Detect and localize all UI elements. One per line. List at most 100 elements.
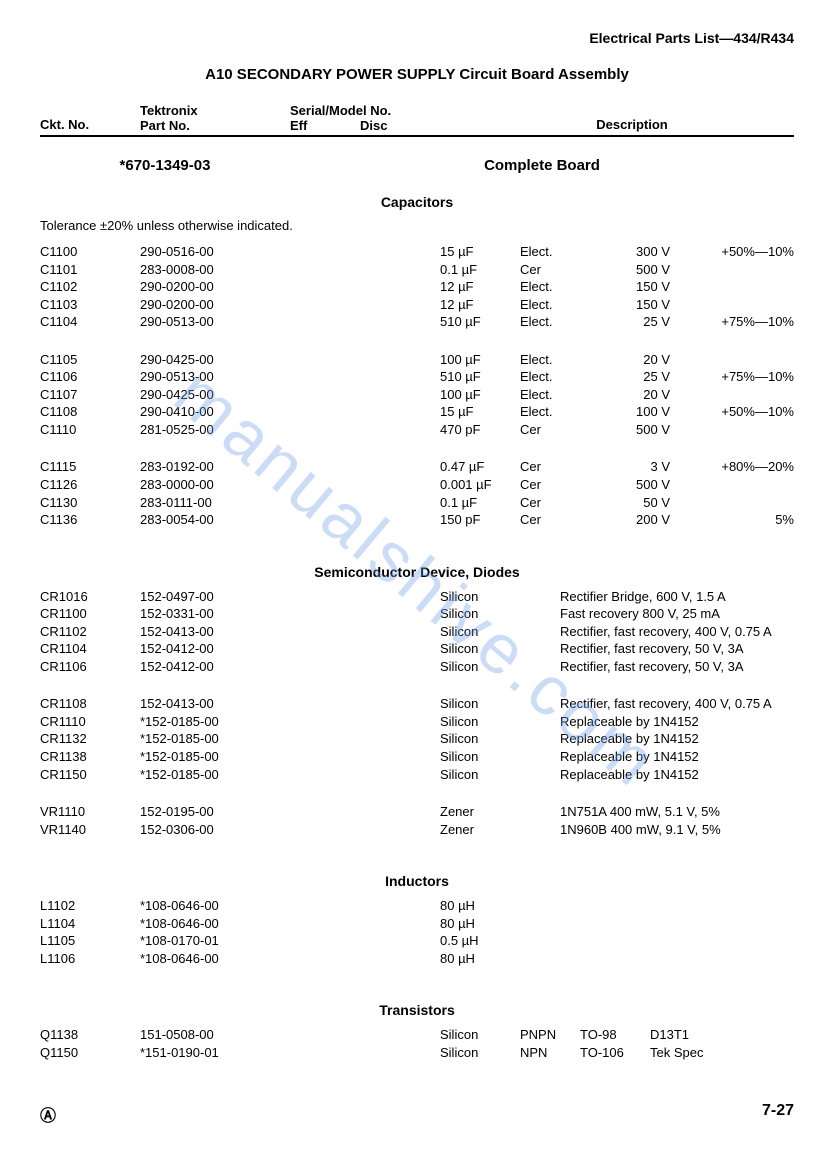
board-desc: Complete Board: [290, 157, 794, 174]
table-row: CR1104 152-0412-00 Silicon Rectifier, fa…: [40, 640, 794, 658]
ckt-no: L1102: [40, 897, 140, 915]
tra-spec: Tek Spec: [650, 1044, 703, 1062]
part-no: *108-0170-01: [140, 932, 440, 950]
sem-material: Silicon: [440, 605, 560, 623]
cap-voltage: 500 V: [590, 261, 685, 279]
cap-value: 15 µF: [440, 403, 520, 421]
part-no: 281-0525-00: [140, 421, 440, 439]
ckt-no: C1110: [40, 421, 140, 439]
table-row: CR1150 *152-0185-00 Silicon Replaceable …: [40, 766, 794, 784]
part-no: 152-0195-00: [140, 803, 440, 821]
cap-voltage: 20 V: [590, 386, 685, 404]
ckt-no: C1107: [40, 386, 140, 404]
ckt-no: CR1138: [40, 748, 140, 766]
sem-desc: Replaceable by 1N4152: [560, 748, 794, 766]
sem-desc: Rectifier Bridge, 600 V, 1.5 A: [560, 588, 794, 606]
part-no: 283-0008-00: [140, 261, 440, 279]
table-row: C1102 290-0200-00 12 µF Elect. 150 V: [40, 278, 794, 296]
cap-voltage: 200 V: [590, 511, 685, 529]
tolerance-note: Tolerance ±20% unless otherwise indicate…: [40, 218, 794, 233]
ckt-no: L1104: [40, 915, 140, 933]
cap-value: 510 µF: [440, 313, 520, 331]
ckt-no: CR1104: [40, 640, 140, 658]
ckt-no: C1104: [40, 313, 140, 331]
ckt-no: L1106: [40, 950, 140, 968]
table-row: CR1106 152-0412-00 Silicon Rectifier, fa…: [40, 658, 794, 676]
col-eff: Eff: [290, 118, 360, 133]
part-no: 152-0413-00: [140, 623, 440, 641]
cap-voltage: 100 V: [590, 403, 685, 421]
col-serial-top: Serial/Model No.: [290, 103, 470, 118]
ckt-no: CR1016: [40, 588, 140, 606]
cap-tolerance: [685, 421, 794, 439]
ind-value: 0.5 µH: [440, 932, 479, 950]
ckt-no: C1126: [40, 476, 140, 494]
cap-value: 15 µF: [440, 243, 520, 261]
col-part-bot: Part No.: [140, 118, 290, 133]
sem-desc: Rectifier, fast recovery, 400 V, 0.75 A: [560, 623, 794, 641]
part-no: *108-0646-00: [140, 897, 440, 915]
table-row: C1107 290-0425-00 100 µF Elect. 20 V: [40, 386, 794, 404]
ckt-no: Q1150: [40, 1044, 140, 1062]
ind-value: 80 µH: [440, 950, 475, 968]
part-no: 283-0192-00: [140, 458, 440, 476]
sem-desc: Rectifier, fast recovery, 400 V, 0.75 A: [560, 695, 794, 713]
sem-material: Silicon: [440, 766, 560, 784]
ckt-no: C1101: [40, 261, 140, 279]
cap-type: Elect.: [520, 386, 590, 404]
part-no: *152-0185-00: [140, 730, 440, 748]
ckt-no: C1130: [40, 494, 140, 512]
tra-pkg: TO-98: [580, 1026, 650, 1044]
table-row: Q1150 *151-0190-01 Silicon NPN TO-106 Te…: [40, 1044, 794, 1062]
sem-desc: 1N751A 400 mW, 5.1 V, 5%: [560, 803, 794, 821]
table-row: CR1100 152-0331-00 Silicon Fast recovery…: [40, 605, 794, 623]
part-no: *152-0185-00: [140, 748, 440, 766]
part-no: 283-0054-00: [140, 511, 440, 529]
cap-value: 0.47 µF: [440, 458, 520, 476]
table-row: C1136 283-0054-00 150 pF Cer 200 V 5%: [40, 511, 794, 529]
table-row: L1104 *108-0646-00 80 µH: [40, 915, 794, 933]
ckt-no: C1103: [40, 296, 140, 314]
part-no: *152-0185-00: [140, 713, 440, 731]
ckt-no: CR1110: [40, 713, 140, 731]
part-no: 151-0508-00: [140, 1026, 440, 1044]
cap-tolerance: [685, 351, 794, 369]
footer-left: Ⓐ: [40, 1102, 56, 1126]
tra-type: PNPN: [520, 1026, 580, 1044]
part-no: *151-0190-01: [140, 1044, 440, 1062]
cap-value: 0.001 µF: [440, 476, 520, 494]
cap-value: 100 µF: [440, 351, 520, 369]
page-footer: Ⓐ 7-27: [40, 1102, 794, 1126]
ckt-no: CR1150: [40, 766, 140, 784]
cap-value: 12 µF: [440, 278, 520, 296]
table-row: CR1110 *152-0185-00 Silicon Replaceable …: [40, 713, 794, 731]
column-header-row: Ckt. No. Tektronix Part No. Serial/Model…: [40, 103, 794, 137]
cap-voltage: 3 V: [590, 458, 685, 476]
cap-tolerance: +75%—10%: [685, 368, 794, 386]
part-no: 290-0513-00: [140, 313, 440, 331]
cap-type: Cer: [520, 494, 590, 512]
sem-material: Zener: [440, 821, 560, 839]
ckt-no: VR1110: [40, 803, 140, 821]
cap-tolerance: +75%—10%: [685, 313, 794, 331]
ckt-no: CR1132: [40, 730, 140, 748]
ckt-no: CR1100: [40, 605, 140, 623]
col-desc: Description: [470, 103, 794, 133]
table-row: CR1132 *152-0185-00 Silicon Replaceable …: [40, 730, 794, 748]
cap-value: 510 µF: [440, 368, 520, 386]
cap-tolerance: +50%—10%: [685, 243, 794, 261]
cap-value: 0.1 µF: [440, 261, 520, 279]
cap-tolerance: 5%: [685, 511, 794, 529]
part-no: 290-0200-00: [140, 296, 440, 314]
table-row: L1106 *108-0646-00 80 µH: [40, 950, 794, 968]
ckt-no: C1100: [40, 243, 140, 261]
ckt-no: CR1102: [40, 623, 140, 641]
part-no: 152-0306-00: [140, 821, 440, 839]
ckt-no: C1115: [40, 458, 140, 476]
table-row: CR1102 152-0413-00 Silicon Rectifier, fa…: [40, 623, 794, 641]
cap-tolerance: [685, 494, 794, 512]
sem-material: Zener: [440, 803, 560, 821]
cap-value: 470 pF: [440, 421, 520, 439]
tra-material: Silicon: [440, 1044, 520, 1062]
cap-tolerance: [685, 261, 794, 279]
